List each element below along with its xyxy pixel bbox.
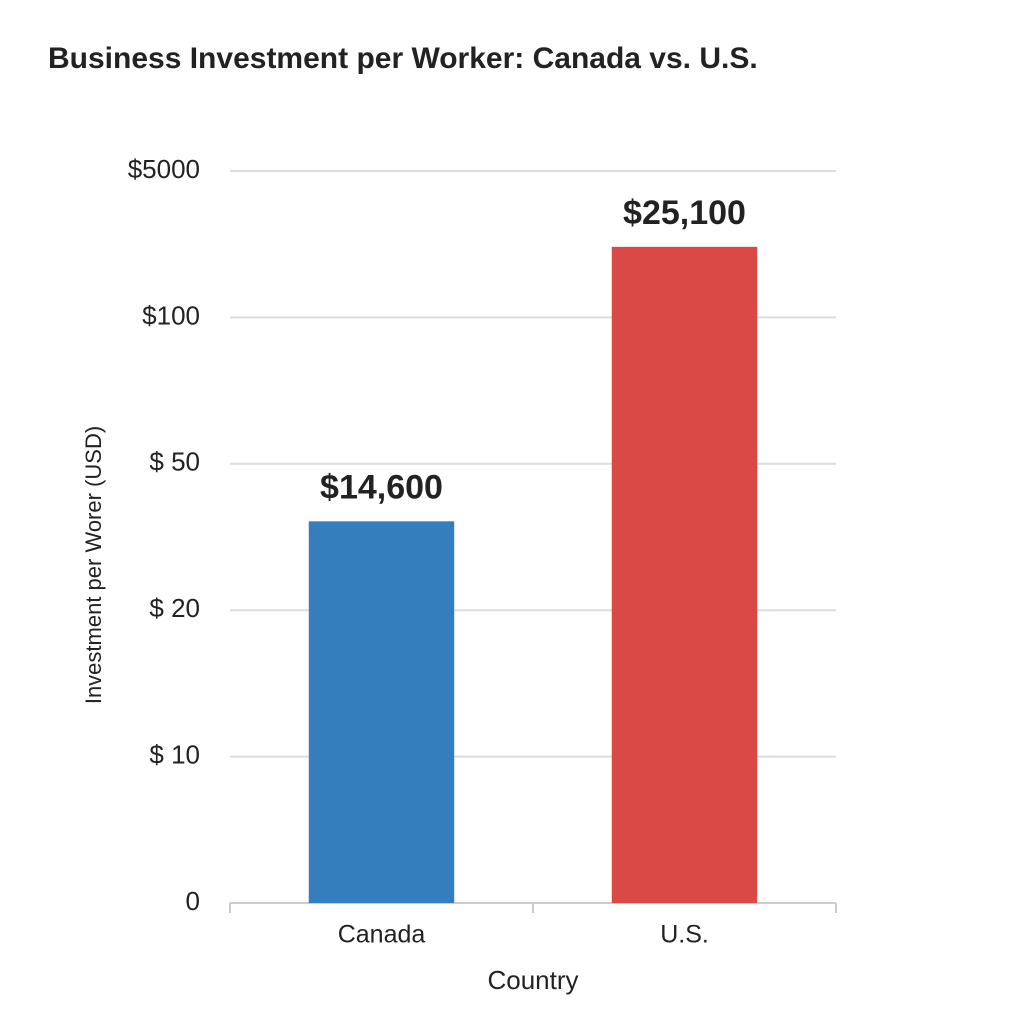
chart-title: Business Investment per Worker: Canada v… bbox=[48, 42, 758, 75]
y-tick-label: $ 50 bbox=[149, 447, 200, 477]
y-axis-label: Investment per Worer (USD) bbox=[81, 426, 106, 704]
bar bbox=[308, 521, 455, 903]
y-tick-label: $ 20 bbox=[149, 593, 200, 623]
y-tick-label: $ 10 bbox=[149, 739, 200, 769]
x-tick-label: Canada bbox=[338, 921, 426, 949]
y-tick-label: $5000 bbox=[128, 154, 200, 184]
y-tick-label: $100 bbox=[142, 300, 200, 330]
y-tick-label: 0 bbox=[186, 886, 200, 916]
bar bbox=[611, 246, 758, 904]
x-tick-label: U.S. bbox=[660, 921, 709, 949]
x-axis-label: Country bbox=[487, 965, 578, 995]
value-label: $14,600 bbox=[320, 468, 443, 506]
value-label: $25,100 bbox=[623, 194, 746, 232]
